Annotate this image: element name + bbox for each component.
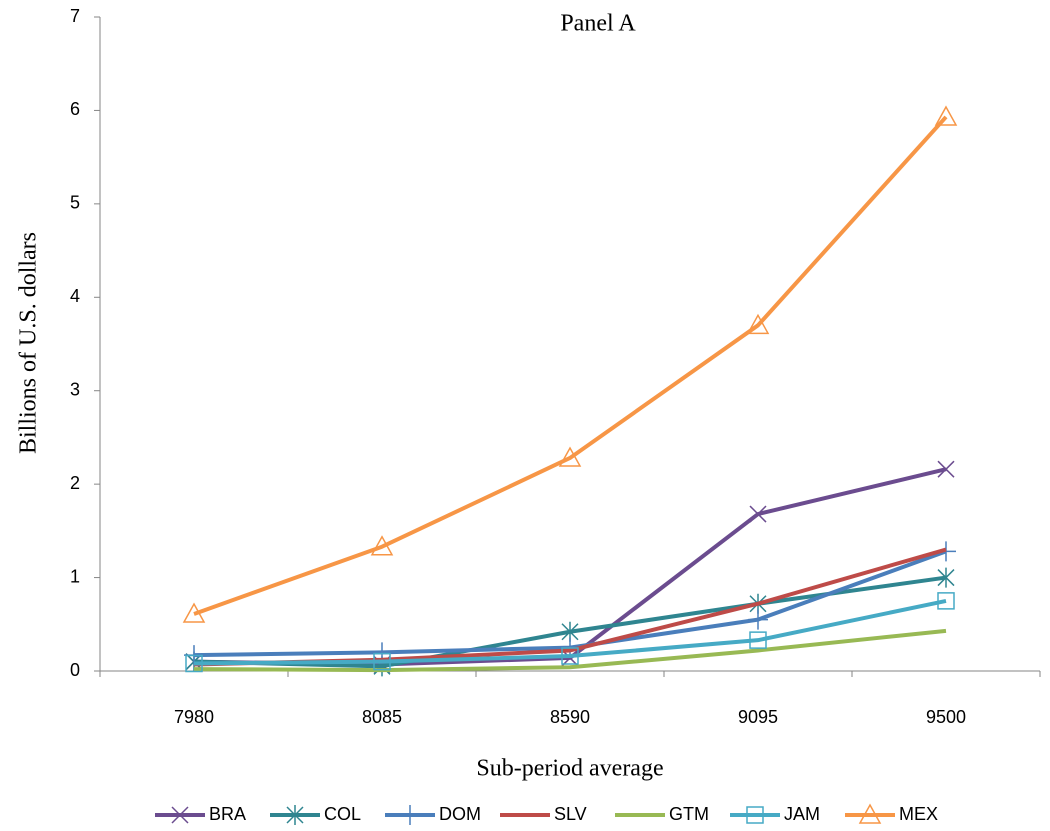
- legend-label: JAM: [784, 804, 820, 824]
- y-tick-label: 0: [70, 660, 80, 680]
- y-tick-label: 3: [70, 379, 80, 399]
- point-marker: [749, 631, 767, 649]
- legend-label: BRA: [209, 804, 246, 824]
- legend-marker: [858, 803, 882, 824]
- point-marker: [182, 602, 206, 623]
- x-tick-label: 9500: [926, 707, 966, 727]
- legend-marker: [400, 805, 420, 825]
- legend-label: MEX: [899, 804, 938, 824]
- point-marker: [185, 654, 203, 673]
- point-marker: [558, 446, 582, 467]
- x-axis-title: Sub-period average: [476, 756, 663, 782]
- point-marker: [937, 460, 955, 478]
- x-tick-label: 7980: [174, 707, 214, 727]
- y-tick-label: 6: [70, 99, 80, 119]
- y-tick-label: 1: [70, 566, 80, 586]
- y-axis-title: Billions of U.S. dollars: [16, 232, 42, 454]
- point-marker: [937, 567, 955, 588]
- series-line: [193, 115, 948, 616]
- point-marker: [937, 592, 955, 610]
- point-marker: [373, 652, 391, 671]
- x-tick-label: 8590: [550, 707, 590, 727]
- x-tick-label: 8085: [362, 707, 402, 727]
- point-marker: [748, 609, 768, 630]
- chart-title: Panel A: [560, 11, 636, 37]
- point-marker: [561, 647, 579, 665]
- y-tick-label: 4: [70, 286, 80, 306]
- legend-marker: [171, 806, 189, 824]
- point-marker: [370, 535, 394, 556]
- y-tick-label: 5: [70, 193, 80, 213]
- series-line: [193, 598, 947, 666]
- legend-label: GTM: [669, 804, 709, 824]
- legend-marker: [286, 805, 304, 825]
- legend-label: DOM: [439, 804, 481, 824]
- y-tick-label: 7: [70, 6, 80, 26]
- legend-label: COL: [324, 804, 361, 824]
- legend-label: SLV: [554, 804, 587, 824]
- y-tick-label: 2: [70, 473, 80, 493]
- point-marker: [934, 105, 958, 126]
- legend-marker: [746, 806, 764, 824]
- point-marker: [749, 505, 767, 523]
- point-marker: [746, 313, 770, 335]
- x-tick-label: 9095: [738, 707, 778, 727]
- series-line: [193, 628, 947, 673]
